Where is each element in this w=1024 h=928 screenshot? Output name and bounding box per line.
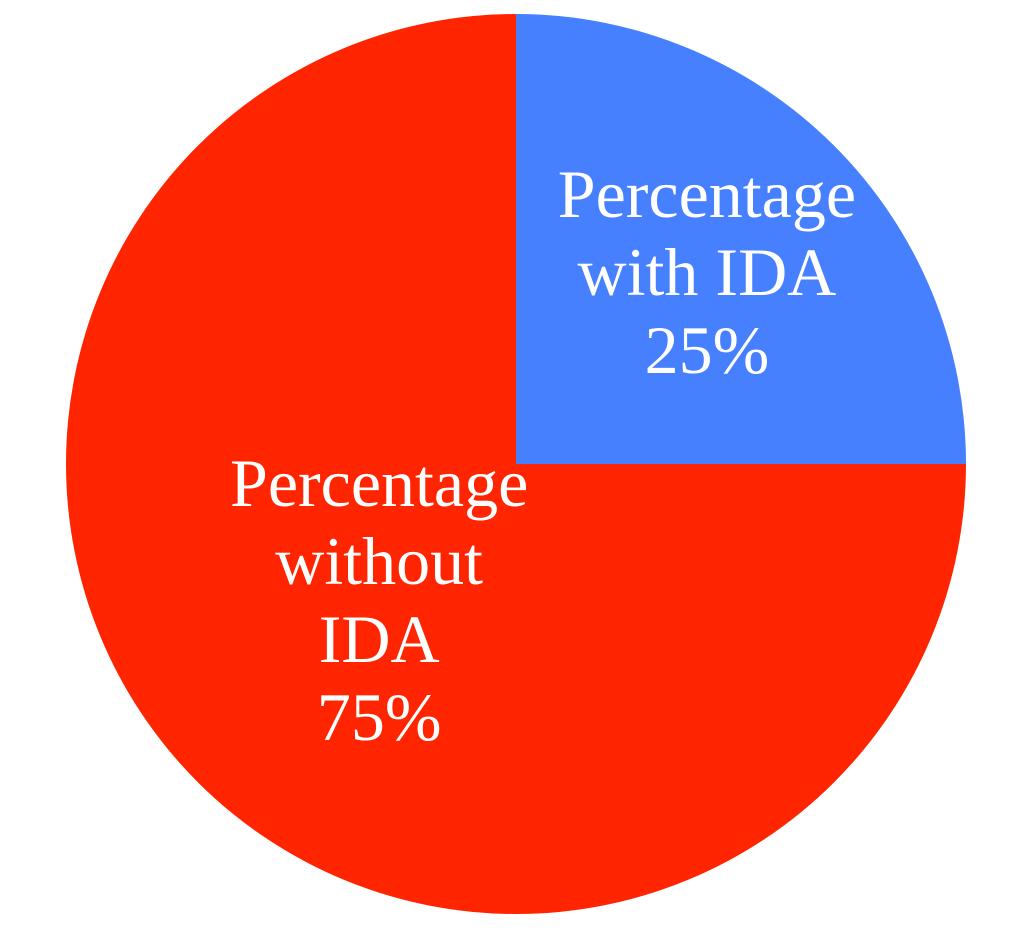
pie-slice-label-line: 25% — [645, 312, 770, 388]
pie-slices — [66, 14, 966, 914]
pie-slice-label-line: 75% — [317, 679, 442, 755]
pie-slice-label-line: Percentage — [558, 156, 856, 232]
pie-slice-label-line: without — [275, 523, 483, 599]
pie-slice-0 — [516, 14, 966, 464]
pie-slice-label-1: Percentage without IDA 75% — [230, 445, 528, 755]
pie-slice-label-line: IDA — [319, 601, 440, 677]
pie-slice-1 — [66, 14, 966, 914]
pie-slice-label-0: Percentage with IDA 25% — [558, 156, 856, 388]
pie-labels: Percentage with IDA 25%Percentage without ID… — [230, 156, 856, 755]
pie-slice-label-line: with IDA — [578, 234, 837, 310]
pie-slice-label-line: Percentage — [230, 445, 528, 521]
